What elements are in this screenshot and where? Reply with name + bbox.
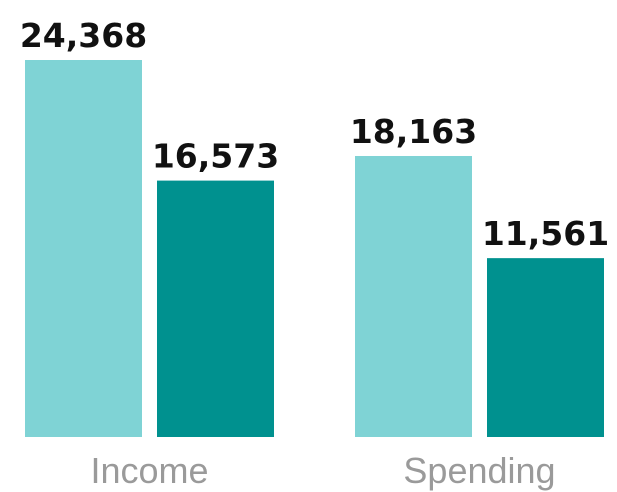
category-label-spending: Spending (403, 450, 555, 491)
category-label-income: Income (90, 450, 208, 491)
bar-spending-1 (355, 155, 472, 437)
bar-income-2 (157, 180, 274, 438)
value-label-income-2: 16,573 (152, 137, 279, 176)
value-label-income-1: 24,368 (20, 16, 147, 55)
value-label-spending-2: 11,561 (482, 214, 609, 253)
value-label-spending-1: 18,163 (350, 112, 477, 151)
bar-spending-2 (487, 258, 604, 437)
bar-income-1 (25, 60, 142, 437)
